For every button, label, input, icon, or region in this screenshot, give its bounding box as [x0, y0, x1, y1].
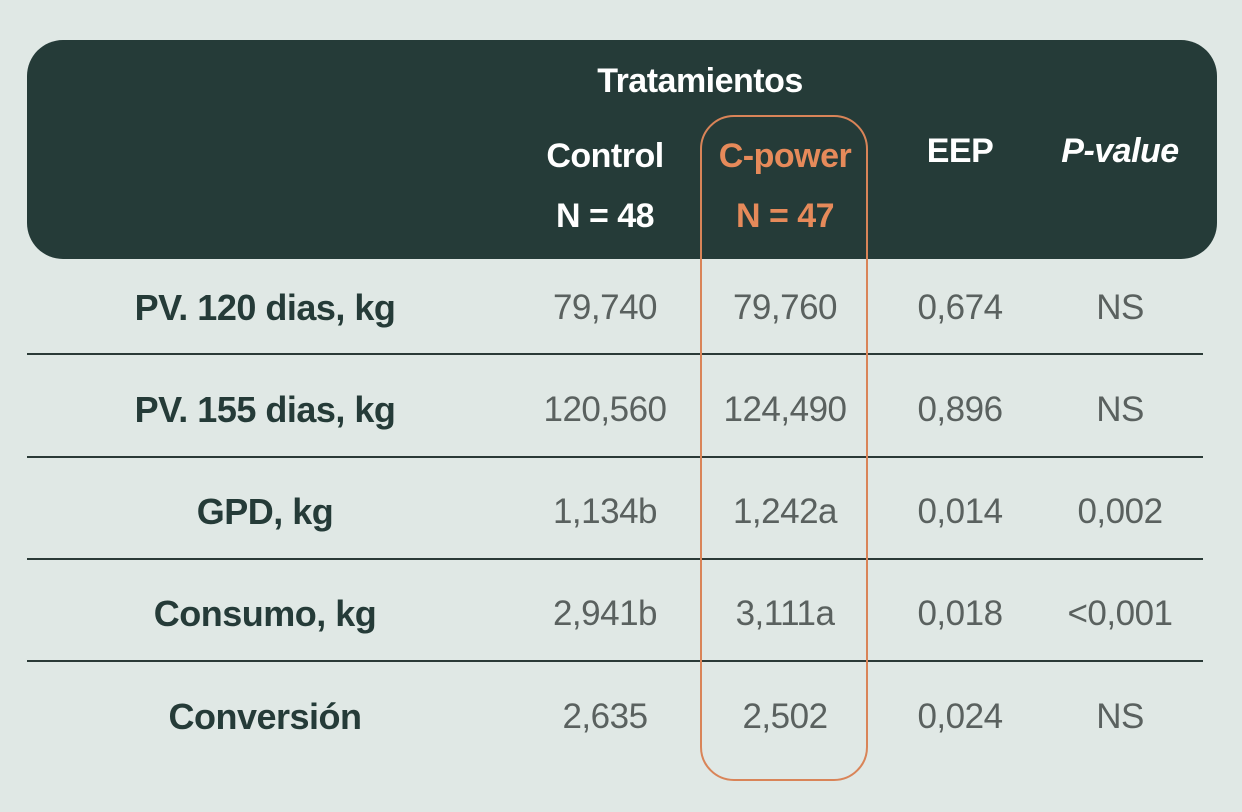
- row-label: Consumo, kg: [153, 593, 377, 634]
- row-label: GPD, kg: [196, 491, 334, 532]
- cell-cpower: 124,490: [723, 390, 847, 429]
- row-label: Conversión: [168, 696, 362, 737]
- table-header: [27, 40, 1217, 259]
- column-header-cpower: C-power: [718, 136, 852, 175]
- row-divider: [27, 558, 1203, 560]
- cell-control: 79,740: [552, 288, 658, 327]
- row-divider: [27, 456, 1203, 458]
- cell-eep: 0,024: [917, 697, 1003, 736]
- cell-pvalue: NS: [1096, 390, 1144, 429]
- column-header-eep: EEP: [926, 131, 994, 170]
- column-header-control: Control: [546, 136, 664, 175]
- column-header-control-n: N = 48: [555, 196, 655, 235]
- cell-control: 2,941b: [552, 594, 658, 633]
- cell-control: 120,560: [543, 390, 667, 429]
- row-label: PV. 155 dias, kg: [134, 389, 396, 430]
- cell-pvalue: NS: [1096, 288, 1144, 327]
- cell-eep: 0,014: [917, 492, 1003, 531]
- row-divider: [27, 353, 1203, 355]
- cell-control: 2,635: [562, 697, 648, 736]
- cell-cpower: 1,242a: [732, 492, 838, 531]
- group-header: Tratamientos: [597, 61, 803, 100]
- cell-pvalue: <0,001: [1067, 594, 1173, 633]
- cell-cpower: 2,502: [742, 697, 828, 736]
- cell-eep: 0,674: [917, 288, 1003, 327]
- column-header-cpower-n: N = 47: [735, 196, 835, 235]
- cell-pvalue: NS: [1096, 697, 1144, 736]
- row-label: PV. 120 dias, kg: [134, 287, 396, 328]
- cell-cpower: 3,111a: [735, 594, 835, 633]
- cell-cpower: 79,760: [732, 288, 838, 327]
- cell-eep: 0,018: [917, 594, 1003, 633]
- row-divider: [27, 660, 1203, 662]
- cell-pvalue: 0,002: [1077, 492, 1163, 531]
- cell-eep: 0,896: [917, 390, 1003, 429]
- cell-control: 1,134b: [552, 492, 658, 531]
- column-header-pvalue: P-value: [1061, 131, 1179, 170]
